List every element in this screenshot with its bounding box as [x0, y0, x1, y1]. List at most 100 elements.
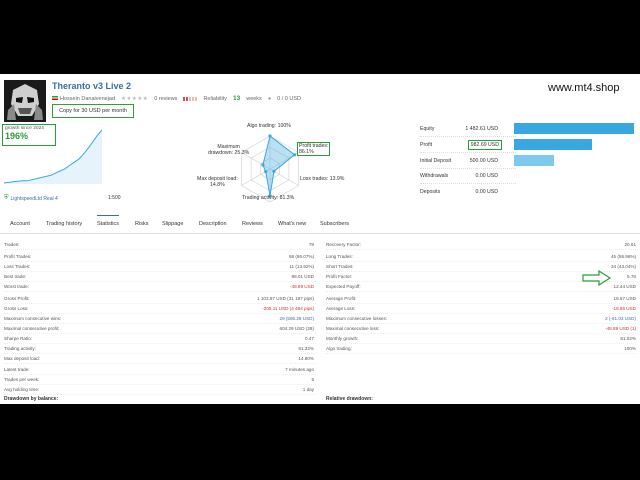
- stat-label: Maximal consecutive loss:: [326, 326, 380, 331]
- subscribers-icon: ●: [267, 95, 272, 102]
- row-separator: [4, 353, 316, 354]
- tab-what-s-new[interactable]: What's new: [278, 221, 307, 227]
- tab-reviews[interactable]: Reviews: [242, 221, 263, 227]
- relative-drawdown-title: Relative drawdown:: [326, 396, 373, 402]
- tab-subscribers[interactable]: Subscribers: [320, 221, 350, 227]
- stat-value: 7 minutes ago: [285, 367, 314, 372]
- stat-label: Average Loss:: [326, 306, 356, 311]
- stat-value: 1 day: [302, 387, 314, 392]
- stat-value: -205.11 USD (4 494 pips): [262, 306, 314, 311]
- equity-separator: [420, 183, 516, 184]
- avatar[interactable]: [4, 80, 46, 122]
- stat-label: Best trade:: [4, 274, 27, 279]
- stat-value: 2 (-61.03 USD): [605, 316, 636, 321]
- row-separator: [4, 291, 316, 292]
- equity-bar: [514, 123, 634, 134]
- equity-value: 0.00 USD: [475, 189, 499, 195]
- reliability-label: Reliability: [203, 95, 227, 102]
- row-separator: [4, 394, 316, 395]
- row-separator: [326, 291, 636, 292]
- weeks-count: 13: [232, 95, 241, 102]
- equity-label: Deposits: [420, 189, 441, 195]
- stat-value: 81.02%: [620, 336, 636, 341]
- radar-profit-value: 86.1%: [299, 149, 314, 156]
- radar-label-deposit: Max deposit load: 14.8%: [197, 176, 238, 188]
- row-separator: [326, 343, 636, 344]
- leverage: 1:500: [108, 195, 121, 201]
- radar-point: [268, 134, 272, 138]
- radar-label-algo: Algo trading: 100%: [247, 123, 291, 129]
- green-arrow-icon: [582, 270, 612, 286]
- row-separator: [326, 303, 636, 304]
- equity-separator: [420, 152, 516, 153]
- stat-value: -48.89 USD: [289, 284, 314, 289]
- tab-statistics[interactable]: Statistics: [97, 215, 120, 227]
- broker-link[interactable]: ⛨ LightspeedLtd Real 4: [4, 195, 58, 202]
- subscribers-count: 0 / 0 USD: [277, 95, 301, 102]
- row-separator: [326, 313, 636, 314]
- growth-label: growth since 2024: [5, 126, 44, 131]
- stat-label: Latest trade:: [4, 367, 30, 372]
- radar-drawdown-value: drawdown: 25.3%: [208, 150, 250, 157]
- row-separator: [326, 323, 636, 324]
- equity-label: Equity: [420, 126, 435, 132]
- radar-point: [268, 194, 272, 198]
- row-separator: [4, 333, 316, 334]
- row-separator: [326, 249, 636, 250]
- stat-label: Algo trading:: [326, 346, 352, 351]
- signal-page: Theranto v3 Live 2 Hossein Danaivenejad …: [0, 74, 640, 404]
- row-separator: [4, 343, 316, 344]
- copy-signal-button[interactable]: Copy for 30 USD per month: [52, 104, 134, 118]
- stat-label: Trading activity:: [4, 346, 36, 351]
- growth-area: [4, 130, 102, 184]
- signal-title[interactable]: Theranto v3 Live 2: [52, 81, 132, 91]
- equity-label: Profit: [420, 142, 433, 148]
- radar-drawdown-text: Maximum: [217, 144, 240, 150]
- row-separator: [326, 281, 636, 282]
- reviews-link[interactable]: 0 reviews: [154, 95, 178, 102]
- row-separator: [4, 271, 316, 272]
- equity-value: 500.00 USD: [469, 158, 498, 164]
- stat-value: 68 (86.07%): [288, 254, 314, 259]
- tab-risks[interactable]: Risks: [135, 221, 149, 227]
- stat-label: Maximum consecutive wins:: [4, 316, 62, 321]
- stat-label: Long Trades:: [326, 254, 353, 259]
- author[interactable]: Hossein Danaivenejad: [52, 96, 115, 102]
- stat-value: 14.80%: [298, 356, 314, 361]
- stat-value: 79: [308, 242, 314, 247]
- equity-value: 982.69 USD: [467, 140, 502, 150]
- rating-stars-icon: ★★★★★: [121, 95, 149, 102]
- row-separator: [4, 249, 316, 250]
- radar-label-loss: Loss trades: 13.9%: [300, 176, 345, 182]
- equity-value: 0.00 USD: [475, 173, 499, 179]
- equity-bar: [514, 155, 554, 166]
- stat-value: -48.89 USD (1): [605, 326, 636, 331]
- stat-value: 45 (56.96%): [610, 254, 636, 259]
- radar-axis: [241, 152, 271, 170]
- growth-box: growth since 2024 196%: [2, 124, 56, 146]
- row-separator: [326, 353, 636, 354]
- growth-value: 196%: [5, 131, 29, 141]
- stat-value: -18.65 USD: [611, 306, 636, 311]
- author-name: Hossein Danaivenejad: [60, 95, 116, 102]
- growth-line: [3, 129, 103, 184]
- tab-account[interactable]: Account: [10, 221, 30, 227]
- stat-label: Monthly growth:: [326, 336, 359, 341]
- stat-value: 0.47: [305, 336, 314, 341]
- shield-icon: ⛨: [4, 195, 9, 201]
- row-separator: [4, 303, 316, 304]
- stat-label: Average Profit:: [326, 296, 357, 301]
- radar-label-activity: Trading activity: 81.3%: [242, 195, 295, 201]
- tab-description[interactable]: Description: [199, 221, 227, 227]
- brand-watermark: www.mt4.shop: [548, 82, 620, 94]
- row-separator: [4, 363, 316, 364]
- tab-slippage[interactable]: Slippage: [162, 221, 184, 227]
- stat-value: 5: [311, 377, 314, 382]
- stat-value: 1 103.87 USD (31 197 pips): [257, 296, 314, 301]
- radar-point: [293, 153, 297, 157]
- stat-label: Max deposit load:: [4, 356, 41, 361]
- row-separator: [4, 384, 316, 385]
- tab-trading-history[interactable]: Trading history: [46, 221, 83, 227]
- stat-label: Profit Trades:: [4, 254, 32, 259]
- equity-separator: [420, 136, 516, 137]
